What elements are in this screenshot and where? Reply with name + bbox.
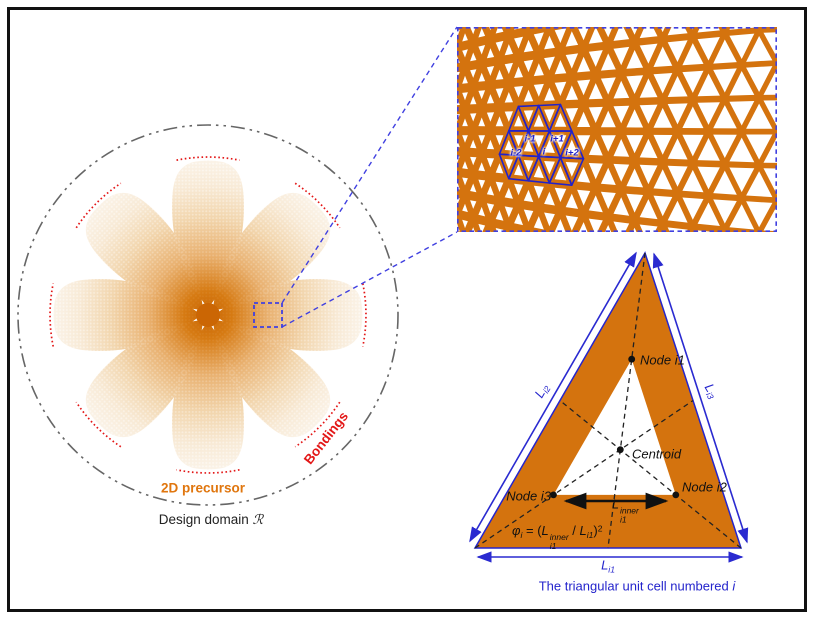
formula-L2-sub: i1 <box>586 529 594 540</box>
design-domain-symbol: ℛ <box>252 512 264 528</box>
node-i3-label: Node i3 <box>506 488 551 504</box>
precursor-flower <box>17 124 399 506</box>
caption-text: The triangular unit cell numbered <box>538 578 733 594</box>
mesh-cell-label-i+1: i+1 <box>550 133 564 145</box>
arrow-Li2 <box>469 251 637 543</box>
Li1-base: L <box>601 557 609 573</box>
formula-L1-sub: i1 <box>549 540 557 551</box>
figure-frame <box>7 7 807 612</box>
density-formula: φi = (L inner i1 / Li1)2 <box>512 523 602 551</box>
mesh-cell-label-i: i <box>542 146 546 158</box>
formula-close: ) <box>593 523 598 539</box>
node-i3-dot <box>550 491 557 499</box>
node-i1-label: Node i1 <box>640 352 685 368</box>
centroid-dot <box>616 446 624 454</box>
mesh-triangles <box>457 27 777 232</box>
design-domain-circle <box>17 124 399 506</box>
centroid-label: Centroid <box>632 446 682 462</box>
unit-cell-caption: The triangular unit cell numbered i <box>539 579 736 594</box>
formula-L1-sup: inner <box>549 531 569 542</box>
Li1-inner-sub: i1 <box>619 514 627 525</box>
unit-cell-diagram <box>469 251 749 563</box>
precursor-label: 2D precursor <box>160 480 246 496</box>
mesh-cell-label-i-1: i-1 <box>524 133 536 145</box>
flower-hub <box>196 303 220 327</box>
formula-eq: = ( <box>522 523 542 539</box>
formula-phi-sub: i <box>520 529 523 540</box>
Li1-sub: i1 <box>608 564 615 575</box>
Li1-inner-sup: inner <box>619 505 639 516</box>
zoom-region-rect <box>253 302 283 328</box>
arrow-Li3 <box>652 252 749 544</box>
mesh-cell-label-i-2: i-2 <box>510 147 522 159</box>
node-i1-dot <box>628 355 636 363</box>
Li1-label: Li1 <box>601 558 615 575</box>
mesh-zoom-inset <box>457 27 777 232</box>
Li1-inner-base: L <box>612 497 619 512</box>
mesh-cell-label-i+2: i+2 <box>565 147 579 159</box>
caption-i: i <box>732 578 736 594</box>
design-domain-label: Design domain ℛ <box>159 512 264 528</box>
formula-L1: L <box>541 523 549 539</box>
zoom-connector-top <box>281 26 458 304</box>
design-domain-text: Design domain <box>158 512 253 527</box>
zoom-connector-bottom <box>281 231 458 328</box>
inset-border <box>457 27 777 232</box>
node-i2-dot <box>672 491 680 499</box>
node-i2-label: Node i2 <box>682 479 727 495</box>
formula-L2: L <box>579 523 587 539</box>
formula-exponent: 2 <box>597 523 603 534</box>
formula-phi: φ <box>512 523 521 539</box>
formula-slash: / <box>568 523 580 539</box>
